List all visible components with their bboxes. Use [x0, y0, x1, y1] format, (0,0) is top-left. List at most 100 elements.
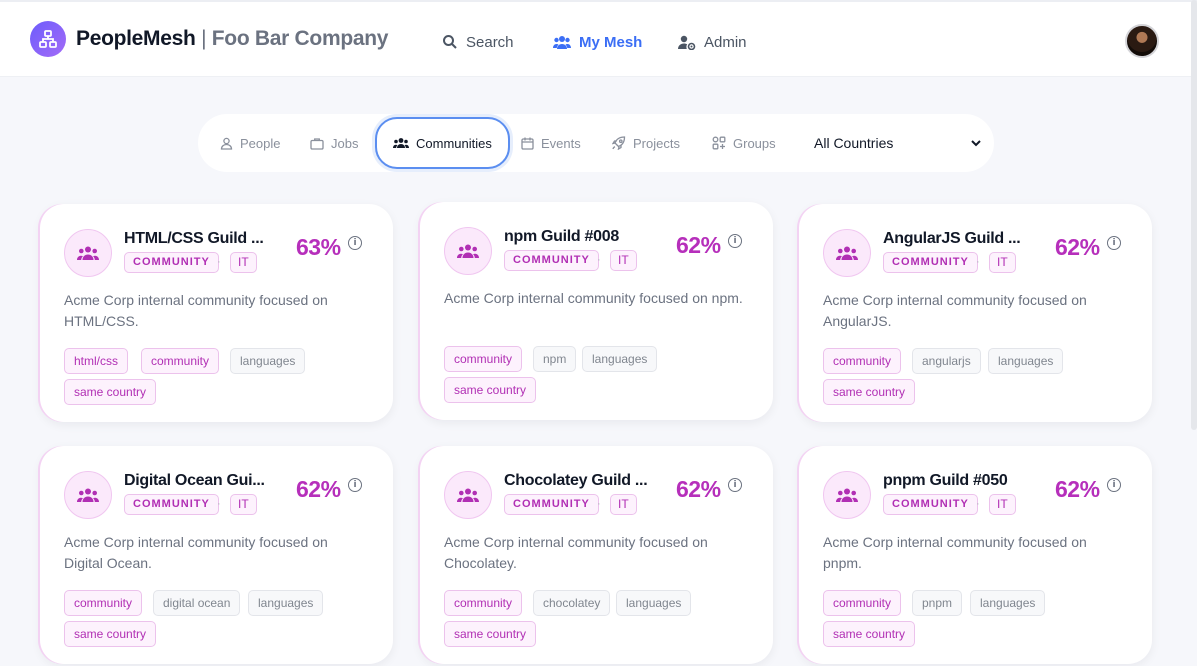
- card-title[interactable]: HTML/CSS Guild ...: [124, 230, 264, 247]
- tag-chip[interactable]: same country: [444, 621, 537, 647]
- info-icon[interactable]: i: [348, 478, 362, 492]
- card-region-badge: IT: [989, 494, 1016, 515]
- tab-projects-label: Projects: [633, 135, 680, 151]
- community-group-icon: [823, 229, 871, 277]
- card-title[interactable]: npm Guild #008: [504, 228, 619, 245]
- info-icon[interactable]: i: [1107, 478, 1121, 492]
- search-icon: [443, 35, 457, 49]
- community-card[interactable]: npm Guild #008 COMMUNITY · IT 62% i Acme…: [420, 202, 773, 420]
- tag-chip[interactable]: community: [64, 590, 143, 616]
- info-icon[interactable]: i: [728, 234, 742, 248]
- card-match-score: 62%: [676, 476, 721, 502]
- tag-chip[interactable]: community: [444, 590, 523, 616]
- community-group-icon: [444, 227, 492, 275]
- nav-my-mesh[interactable]: My Mesh: [553, 32, 642, 52]
- tag-chip[interactable]: chocolatey: [533, 590, 611, 616]
- card-title[interactable]: Chocolatey Guild ...: [504, 472, 648, 489]
- tag-chip[interactable]: html/css: [64, 348, 129, 374]
- nav-admin[interactable]: Admin: [678, 32, 747, 52]
- card-type-badge: COMMUNITY: [883, 494, 978, 515]
- tag-chip[interactable]: languages: [616, 590, 692, 616]
- card-description: Acme Corp internal community focused on …: [444, 290, 743, 306]
- tag-chip[interactable]: same country: [823, 379, 916, 405]
- logo-icon[interactable]: [30, 21, 66, 57]
- card-region-badge: IT: [230, 494, 257, 515]
- tag-chip[interactable]: same country: [64, 379, 157, 405]
- country-select[interactable]: All Countries: [810, 131, 984, 155]
- tag-chip[interactable]: languages: [582, 346, 658, 372]
- card-title[interactable]: pnpm Guild #050: [883, 472, 1008, 489]
- tag-chip[interactable]: same country: [444, 377, 537, 403]
- shapes-icon: [712, 136, 726, 150]
- card-description: Acme Corp internal community focused on …: [823, 292, 1087, 329]
- card-dot-separator: ·: [976, 498, 980, 510]
- card-dot-separator: ·: [597, 498, 601, 510]
- card-dot-separator: ·: [976, 256, 980, 268]
- tag-chip[interactable]: languages: [988, 348, 1064, 374]
- community-group-icon: [64, 229, 112, 277]
- community-group-icon: [823, 471, 871, 519]
- card-region-badge: IT: [610, 494, 637, 515]
- nav-my-mesh-label: My Mesh: [579, 33, 643, 51]
- card-dot-separator: ·: [597, 254, 601, 266]
- user-gear-icon: [678, 35, 696, 50]
- card-description: Acme Corp internal community focused on …: [64, 292, 328, 329]
- users-icon: [553, 35, 571, 49]
- community-card[interactable]: Chocolatey Guild ... COMMUNITY · IT 62% …: [420, 446, 773, 664]
- card-description: Acme Corp internal community focused on …: [444, 534, 708, 571]
- filter-bar: People Jobs Communities Events Projects …: [198, 114, 994, 172]
- tab-projects[interactable]: Projects: [612, 114, 680, 172]
- group-icon: [393, 138, 409, 148]
- tab-groups[interactable]: Groups: [712, 114, 776, 172]
- top-header: PeopleMesh | Foo Bar Company Search My M…: [0, 0, 1197, 76]
- tab-communities[interactable]: Communities: [375, 117, 510, 169]
- tag-chip[interactable]: same country: [64, 621, 157, 647]
- tag-chip[interactable]: community: [823, 348, 902, 374]
- tag-chip[interactable]: community: [823, 590, 902, 616]
- tab-communities-label: Communities: [416, 135, 492, 151]
- briefcase-icon: [310, 137, 324, 150]
- tag-chip[interactable]: digital ocean: [153, 590, 241, 616]
- tab-events[interactable]: Events: [521, 114, 581, 172]
- tag-chip[interactable]: community: [141, 348, 220, 374]
- community-card[interactable]: HTML/CSS Guild ... COMMUNITY · IT 63% i …: [40, 204, 393, 422]
- community-card[interactable]: Digital Ocean Gui... COMMUNITY · IT 62% …: [40, 446, 393, 664]
- card-type-badge: COMMUNITY: [124, 494, 219, 515]
- user-avatar[interactable]: [1125, 24, 1159, 58]
- info-icon[interactable]: i: [348, 236, 362, 250]
- card-match-score: 63%: [296, 234, 341, 260]
- brand-title[interactable]: PeopleMesh | Foo Bar Company: [76, 27, 388, 51]
- card-match-score: 62%: [1055, 234, 1100, 260]
- card-title[interactable]: AngularJS Guild ...: [883, 230, 1021, 247]
- tag-chip[interactable]: community: [444, 346, 523, 372]
- tag-chip[interactable]: languages: [970, 590, 1046, 616]
- tab-jobs[interactable]: Jobs: [310, 114, 358, 172]
- scrollbar-thumb[interactable]: [1191, 0, 1197, 430]
- tag-chip[interactable]: same country: [823, 621, 916, 647]
- tag-chip[interactable]: languages: [230, 348, 306, 374]
- community-group-icon: [444, 471, 492, 519]
- tab-groups-label: Groups: [733, 135, 776, 151]
- company-name: Foo Bar Company: [211, 27, 389, 50]
- card-region-badge: IT: [610, 250, 637, 271]
- tab-events-label: Events: [541, 135, 581, 151]
- card-dot-separator: ·: [217, 256, 221, 268]
- card-match-score: 62%: [676, 232, 721, 258]
- nav-search[interactable]: Search: [442, 32, 514, 52]
- card-type-badge: COMMUNITY: [504, 494, 599, 515]
- brand-separator: |: [195, 27, 212, 50]
- calendar-icon: [521, 137, 534, 150]
- tag-chip[interactable]: npm: [533, 346, 577, 372]
- info-icon[interactable]: i: [728, 478, 742, 492]
- tab-jobs-label: Jobs: [331, 135, 359, 151]
- tab-people[interactable]: People: [220, 114, 280, 172]
- community-card[interactable]: AngularJS Guild ... COMMUNITY · IT 62% i…: [799, 204, 1152, 422]
- info-icon[interactable]: i: [1107, 236, 1121, 250]
- tag-chip[interactable]: languages: [248, 590, 324, 616]
- card-match-score: 62%: [296, 476, 341, 502]
- card-dot-separator: ·: [217, 498, 221, 510]
- card-title[interactable]: Digital Ocean Gui...: [124, 472, 265, 489]
- tag-chip[interactable]: pnpm: [912, 590, 963, 616]
- community-card[interactable]: pnpm Guild #050 COMMUNITY · IT 62% i Acm…: [799, 446, 1152, 664]
- tag-chip[interactable]: angularjs: [912, 348, 981, 374]
